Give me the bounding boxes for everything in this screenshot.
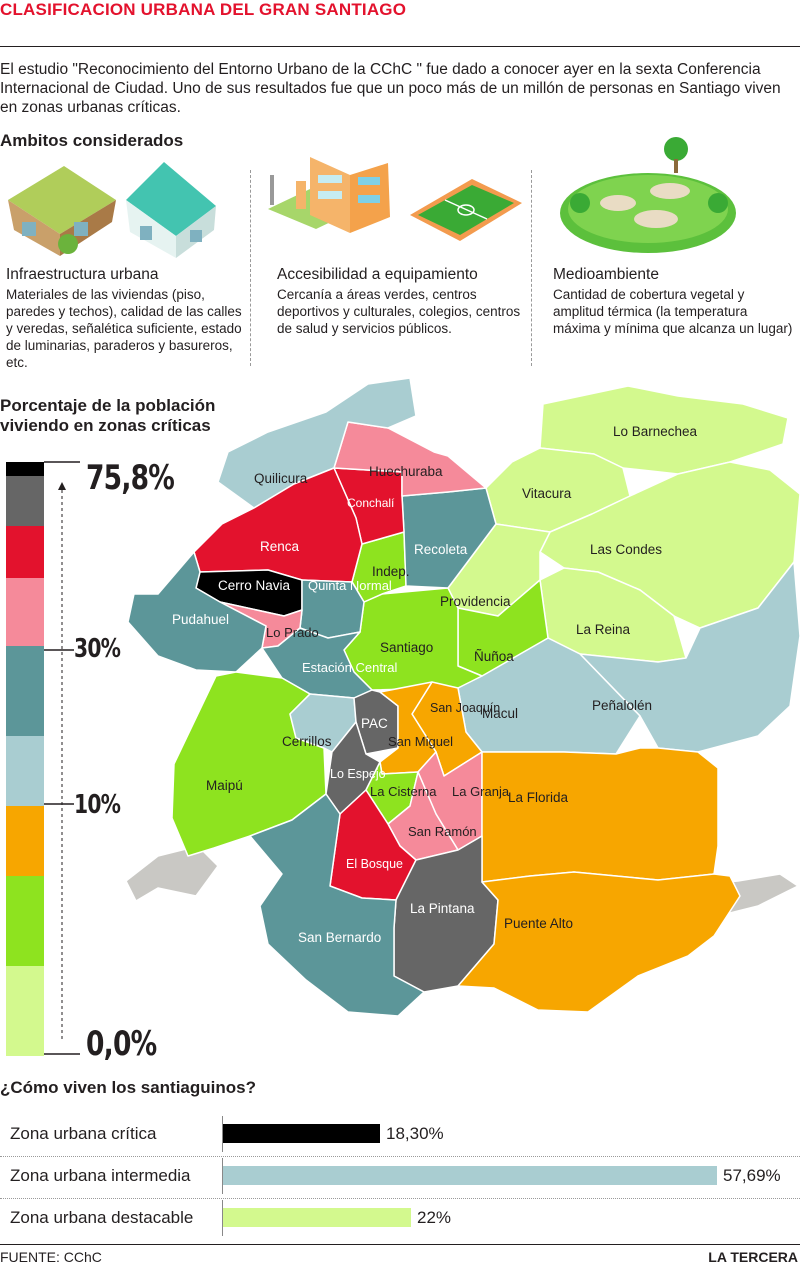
ambito-desc: Cercanía a áreas verdes, centros deporti… xyxy=(277,287,521,336)
map-label-recoleta: Recoleta xyxy=(414,542,468,557)
legend-heading-line: Porcentaje de la población xyxy=(0,396,216,415)
ambito-title: Infraestructura urbana xyxy=(6,266,159,283)
title-rule xyxy=(0,46,800,47)
map-label-pudahuel: Pudahuel xyxy=(172,612,229,627)
map-label-lo-barnechea: Lo Barnechea xyxy=(613,424,698,439)
scale-segment xyxy=(6,462,44,476)
bar-axis xyxy=(222,1116,223,1152)
legend-heading: Porcentaje de la población viviendo en z… xyxy=(0,396,215,436)
map-label-la-pintana: La Pintana xyxy=(410,901,475,916)
map-label-lo-espejo: Lo Espejo xyxy=(330,767,386,781)
bar-row-critica: Zona urbana crítica 18,30% xyxy=(0,1116,800,1152)
bar-critica xyxy=(223,1124,380,1143)
ambitos-heading: Ambitos considerados xyxy=(0,131,184,150)
source-credit: FUENTE: CChC xyxy=(0,1249,102,1265)
scale-ticks xyxy=(44,461,80,1055)
map-label-san-bernardo: San Bernardo xyxy=(298,930,381,945)
map-label-lo-prado: Lo Prado xyxy=(266,625,319,640)
map-label-cerrillos: Cerrillos xyxy=(282,734,332,749)
row-divider xyxy=(0,1198,800,1199)
map-label-pac: PAC xyxy=(361,716,388,731)
map-label-independencia: Indep. xyxy=(372,564,410,579)
scale-label-max: 75,8% xyxy=(86,458,175,498)
scale-segment xyxy=(6,876,44,966)
bar-destacable xyxy=(223,1208,411,1227)
map-label-estacion-central: Estación Central xyxy=(302,660,397,675)
bar-intermedia xyxy=(223,1166,717,1185)
commune-pudahuel xyxy=(127,551,267,673)
map-label-macul: Macul xyxy=(482,706,518,721)
map-label-san-joaquin: San Joaquín xyxy=(430,701,500,715)
row-divider xyxy=(0,1156,800,1157)
infographic-title: CLASIFICACION URBANA DEL GRAN SANTIAGO xyxy=(0,0,407,19)
bar-axis xyxy=(222,1200,223,1236)
map-label-la-granja: La Granja xyxy=(452,784,510,799)
footer-rule xyxy=(0,1244,800,1245)
map-label-penalolen: Peñalolén xyxy=(592,698,652,713)
scale-segment xyxy=(6,476,44,526)
color-scale xyxy=(6,462,44,1056)
bar-label: Zona urbana crítica xyxy=(10,1124,157,1143)
map-label-conchali: Conchalí xyxy=(347,496,395,510)
ambito-title: Medioambiente xyxy=(553,266,659,283)
commune-huechuraba xyxy=(333,421,487,497)
map-label-la-reina: La Reina xyxy=(576,622,631,637)
map-label-nunoa: Ñuñoa xyxy=(474,649,514,664)
bar-value: 18,30% xyxy=(386,1124,444,1143)
intro-paragraph: El estudio "Reconocimiento del Entorno U… xyxy=(0,61,781,116)
ambito-desc: Materiales de las viviendas (piso, pared… xyxy=(6,287,242,370)
legend-heading-line: viviendo en zonas críticas xyxy=(0,416,211,435)
bar-value: 22% xyxy=(417,1208,452,1227)
scale-label-10: 10% xyxy=(74,790,121,820)
map-label-cerro-navia: Cerro Navia xyxy=(218,578,291,593)
map-label-vitacura: Vitacura xyxy=(522,486,572,501)
map-label-la-cisterna: La Cisterna xyxy=(370,784,437,799)
map-label-las-condes: Las Condes xyxy=(590,542,662,557)
map-label-quilicura: Quilicura xyxy=(254,471,308,486)
scale-segment xyxy=(6,526,44,578)
map-label-quinta-normal: Quinta Normal xyxy=(308,578,392,593)
ambito-desc: Cantidad de cobertura vegetal y amplitud… xyxy=(553,287,793,336)
scale-segment xyxy=(6,646,44,736)
bar-value: 57,69% xyxy=(723,1166,781,1185)
bar-label: Zona urbana intermedia xyxy=(10,1166,191,1185)
commune-la-florida xyxy=(481,747,719,883)
map-label-huechuraba: Huechuraba xyxy=(369,464,443,479)
bar-axis xyxy=(222,1158,223,1194)
scale-label-30: 30% xyxy=(74,634,121,664)
map-label-renca: Renca xyxy=(260,539,300,554)
ambito-title: Accesibilidad a equipamiento xyxy=(277,266,478,283)
map-label-santiago: Santiago xyxy=(380,640,433,655)
map-label-el-bosque: El Bosque xyxy=(346,857,403,871)
map-label-san-miguel: San Miguel xyxy=(388,734,453,749)
surrounding-area xyxy=(125,845,219,902)
park-icon xyxy=(560,137,736,253)
ambito-medioambiente: Medioambiente Cantidad de cobertura vege… xyxy=(553,266,793,337)
scale-segment xyxy=(6,736,44,806)
ambito-accesibilidad: Accesibilidad a equipamiento Cercanía a … xyxy=(277,266,527,337)
ambitos-divider xyxy=(250,170,251,366)
scale-segment xyxy=(6,806,44,876)
scale-segment xyxy=(6,966,44,1056)
houses-icon xyxy=(8,162,216,258)
map-label-san-ramon: San Ramón xyxy=(408,824,477,839)
bar-row-destacable: Zona urbana destacable 22% xyxy=(0,1200,800,1236)
commune-san-bernardo xyxy=(249,793,425,1016)
ambitos-divider xyxy=(531,170,532,366)
how-heading: ¿Cómo viven los santiaguinos? xyxy=(0,1078,256,1097)
scale-segment xyxy=(6,578,44,646)
ambito-infraestructura: Infraestructura urbana Materiales de las… xyxy=(6,266,246,371)
map-label-puente-alto: Puente Alto xyxy=(504,916,573,931)
commune-puente-alto xyxy=(457,871,741,1013)
bar-label: Zona urbana destacable xyxy=(10,1208,194,1227)
santiago-commune-map: Lo Barnechea Vitacura Las Condes La Rein… xyxy=(125,377,800,1016)
map-label-providencia: Providencia xyxy=(440,594,511,609)
bar-row-intermedia: Zona urbana intermedia 57,69% xyxy=(0,1158,800,1194)
scale-label-min: 0,0% xyxy=(86,1024,157,1064)
map-label-maipu: Maipú xyxy=(206,778,243,793)
map-label-la-florida: La Florida xyxy=(508,790,569,805)
school-stadium-icon xyxy=(268,157,522,241)
brand-name: LA TERCERA xyxy=(708,1249,798,1265)
